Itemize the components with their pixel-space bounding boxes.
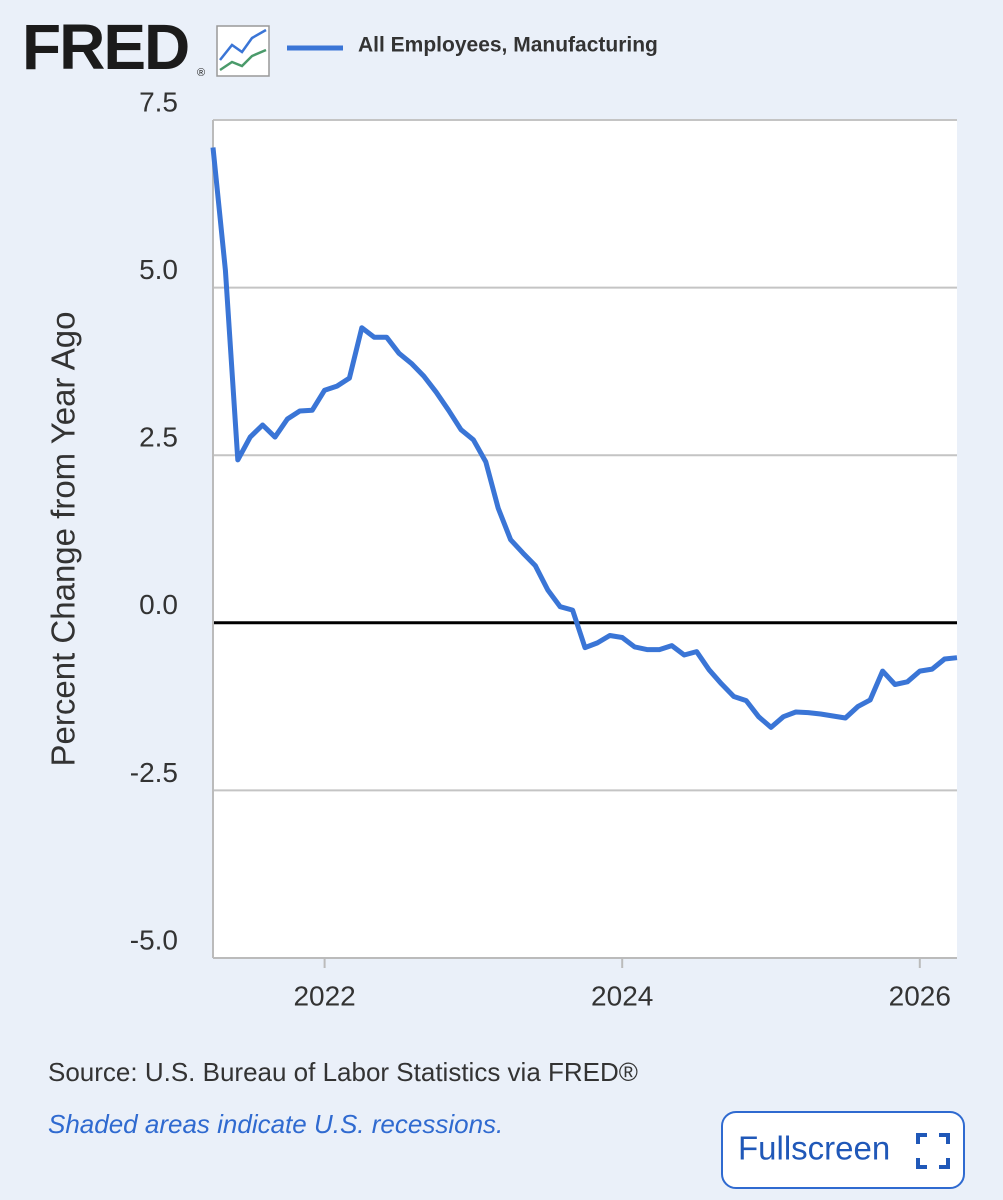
note: Shaded areas indicate U.S. recessions.: [48, 1109, 503, 1139]
x-tick-label: 2022: [293, 980, 355, 1011]
y-axis-label: Percent Change from Year Ago: [45, 312, 82, 767]
y-tick-label: 0.0: [139, 589, 178, 620]
y-tick-label: 5.0: [139, 254, 178, 285]
x-tick-label: 2026: [889, 980, 951, 1011]
y-tick-label: 7.5: [139, 86, 178, 117]
y-tick-label: -2.5: [130, 757, 178, 788]
series-line: [210, 147, 958, 730]
logo-icon: [216, 25, 270, 77]
legend-label: All Employees, Manufacturing: [358, 34, 658, 57]
fullscreen-button[interactable]: Fullscreen: [721, 1111, 965, 1189]
plot-area: [213, 120, 957, 958]
logo: FRED: [22, 11, 188, 83]
y-tick-label: -5.0: [130, 924, 178, 955]
button-label[interactable]: Fullscreen: [738, 1130, 890, 1167]
logo-mark: ®: [197, 67, 205, 79]
x-tick-label: 2024: [591, 980, 653, 1011]
y-tick-label: 2.5: [139, 422, 178, 453]
source: Source: U.S. Bureau of Labor Statistics …: [48, 1057, 638, 1087]
